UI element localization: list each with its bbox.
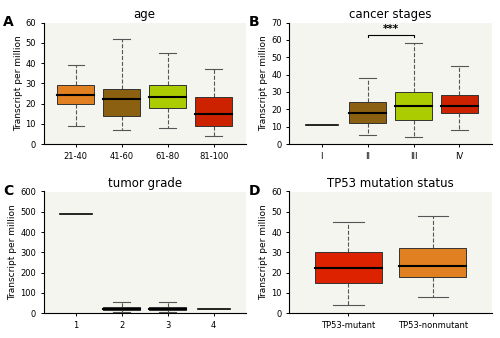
Text: A: A	[3, 15, 14, 29]
Bar	[58, 85, 94, 103]
Bar	[104, 307, 140, 310]
Bar	[314, 252, 382, 283]
Text: B: B	[249, 15, 260, 29]
Bar	[196, 97, 232, 126]
Bar	[395, 92, 432, 120]
Y-axis label: Transcript per million: Transcript per million	[260, 204, 268, 300]
Title: TP53 mutation status: TP53 mutation status	[327, 177, 454, 190]
Y-axis label: Transcript per million: Transcript per million	[8, 204, 18, 300]
Bar	[104, 89, 140, 116]
Text: ***: ***	[382, 24, 398, 34]
Y-axis label: Transcript per million: Transcript per million	[14, 35, 22, 131]
Y-axis label: Transcript per million: Transcript per million	[260, 35, 268, 131]
Title: cancer stages: cancer stages	[350, 8, 432, 21]
Bar	[150, 307, 186, 310]
Bar	[150, 85, 186, 107]
Bar	[399, 248, 466, 276]
Title: age: age	[134, 8, 156, 21]
Text: C: C	[3, 184, 13, 198]
Bar	[349, 102, 386, 123]
Text: D: D	[249, 184, 260, 198]
Bar	[441, 95, 478, 113]
Title: tumor grade: tumor grade	[108, 177, 182, 190]
